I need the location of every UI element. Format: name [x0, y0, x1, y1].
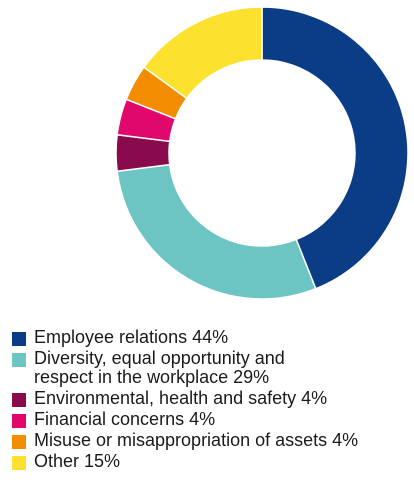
legend-swatch — [12, 353, 26, 367]
legend-item-diversity: Diversity, equal opportunity and respect… — [12, 349, 412, 387]
legend-label: Diversity, equal opportunity and respect… — [34, 348, 285, 387]
legend-label: Misuse or misappropriation of assets 4% — [34, 430, 359, 450]
chart-legend: Employee relations 44% Diversity, equal … — [12, 328, 412, 473]
legend-swatch — [12, 456, 26, 470]
legend-item-environmental: Environmental, health and safety 4% — [12, 389, 412, 408]
legend-item-financial: Financial concerns 4% — [12, 410, 412, 429]
donut-slice-employee-relations — [261, 6, 409, 290]
donut-chart — [115, 6, 409, 300]
donut-slice-other — [142, 6, 263, 100]
legend-swatch — [12, 435, 26, 449]
legend-item-misuse-of-assets: Misuse or misappropriation of assets 4% — [12, 431, 412, 450]
legend-label: Employee relations 44% — [34, 327, 229, 347]
legend-item-other: Other 15% — [12, 452, 412, 471]
legend-label: Environmental, health and safety 4% — [34, 388, 328, 408]
legend-swatch — [12, 332, 26, 346]
legend-item-employee-relations: Employee relations 44% — [12, 328, 412, 347]
donut-slice-diversity-equal-opportunity-and-respect-in-the-workplace — [116, 163, 317, 300]
legend-swatch — [12, 393, 26, 407]
legend-label: Financial concerns 4% — [34, 409, 216, 429]
legend-swatch — [12, 414, 26, 428]
legend-label: Other 15% — [34, 451, 121, 471]
